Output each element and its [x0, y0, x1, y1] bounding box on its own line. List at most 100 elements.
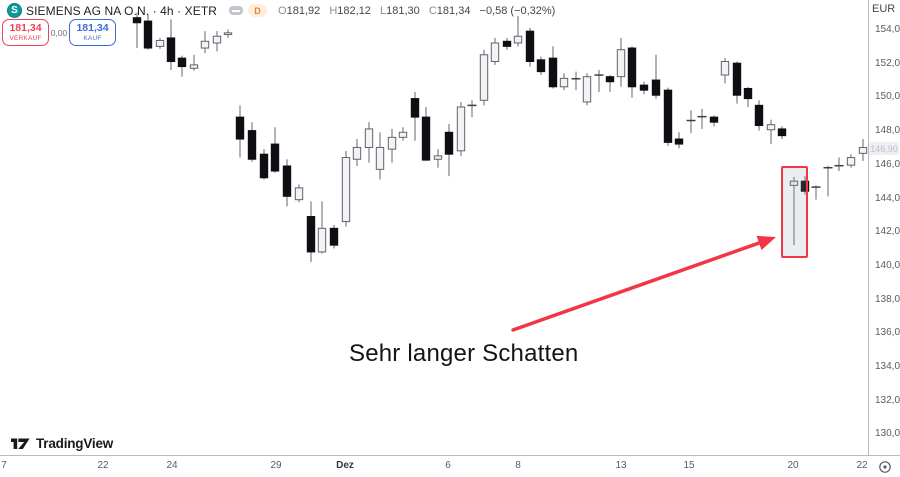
interval-badge[interactable]: D [248, 4, 268, 17]
buy-price: 181,34 [76, 22, 109, 34]
candle-doji [467, 104, 477, 107]
currency-selector[interactable]: EUR ⌄ [872, 3, 900, 16]
candle-body [212, 35, 222, 44]
quote-buttons: 181,34 VERKAUF 0,00 181,34 KAUF [2, 19, 116, 46]
tradingview-logo[interactable]: TradingView [11, 436, 113, 451]
candle-body [294, 187, 304, 201]
time-axis[interactable]: 7 22 24 29 Dez 6 8 13 15 20 22 [0, 455, 900, 477]
candle-doji [834, 164, 844, 167]
sell-button[interactable]: 181,34 VERKAUF [2, 19, 49, 46]
candle-body [663, 89, 673, 143]
candle-body [132, 17, 142, 24]
spread-value: 0,00 [50, 27, 68, 38]
candle-body [444, 131, 454, 155]
candle-body [709, 116, 719, 123]
sell-price: 181,34 [9, 22, 42, 34]
price-tick-label: 140,00 [875, 259, 900, 271]
price-tick-label: 152,00 [875, 57, 900, 69]
candle-body [398, 131, 408, 138]
candle-body [789, 180, 799, 186]
candle-body [247, 130, 257, 160]
candle-body [270, 143, 280, 172]
price-tick-label: 134,00 [875, 361, 900, 372]
symbol-title[interactable]: SIEMENS AG NA O.N. · 4h · XETR [26, 3, 218, 18]
candle-doji [811, 186, 821, 188]
candle-body [846, 157, 856, 166]
highlight-box [781, 166, 808, 258]
candle-doji [697, 115, 707, 118]
time-tick-label: 6 [445, 460, 451, 471]
price-tick-label: 142,00 [875, 226, 900, 238]
price-tick-label: 150,00 [875, 91, 900, 103]
buy-button[interactable]: 181,34 KAUF [69, 19, 116, 46]
candle-body [352, 146, 362, 160]
price-axis[interactable]: 154,00 152,00 150,00 148,00 146,00 144,00 142,… [868, 0, 900, 455]
candle-body [616, 49, 626, 78]
change-value: −0,58 (−0,32%) [479, 4, 556, 17]
candle-body [166, 37, 176, 63]
price-tick-label: 146,00 [875, 158, 900, 170]
low-label: L [380, 4, 387, 17]
open-value: 181,92 [286, 4, 321, 17]
low-value: 181,30 [386, 4, 420, 17]
candle-body [548, 57, 558, 88]
tradingview-logo-text: TradingView [36, 436, 114, 451]
candle-body [651, 79, 661, 96]
candle-body [200, 40, 210, 49]
candle-body [627, 47, 637, 88]
price-tick-label: 132,00 [875, 394, 900, 406]
candle-body [306, 216, 316, 253]
candle-doji [823, 166, 833, 169]
high-value: 182,12 [337, 4, 371, 17]
candle-body [674, 138, 684, 145]
sell-label: VERKAUF [9, 34, 42, 42]
candle-doji [571, 78, 581, 80]
annotation-arrow-line [511, 239, 767, 332]
annotation-text: Sehr langer Schatten [349, 340, 579, 367]
price-tick-label: 136,00 [875, 327, 900, 339]
candle-body [387, 136, 397, 150]
close-value: 181,34 [436, 4, 471, 17]
candle-body [743, 87, 753, 100]
candle-body [341, 157, 351, 223]
candle-body [433, 155, 443, 160]
candle-body [766, 124, 776, 131]
close-label: C [428, 4, 437, 17]
buy-label: KAUF [83, 34, 102, 42]
candle-body [410, 98, 420, 118]
candle-body [155, 39, 165, 47]
collapse-dash-icon[interactable] [229, 6, 244, 15]
candle-body [456, 106, 466, 152]
candle-body [259, 153, 269, 179]
time-tick-label: 29 [270, 460, 282, 471]
candle-doji [686, 119, 696, 122]
candle-body [732, 62, 742, 96]
tradingview-mark-icon [11, 438, 30, 449]
price-tick-label: 138,00 [875, 293, 900, 305]
time-tick-label: 22 [856, 460, 868, 471]
candle-body [513, 35, 523, 44]
time-tick-label: Dez [336, 460, 354, 471]
candle-body [605, 76, 615, 83]
candle-body [375, 146, 385, 170]
candle-body [329, 227, 339, 246]
candle-doji [594, 74, 604, 76]
price-tick-label: 130,00 [875, 428, 900, 440]
candle-body [559, 77, 569, 88]
candle-body [282, 165, 292, 197]
candle-body [189, 64, 199, 69]
candle-body [177, 57, 187, 68]
candle-body [858, 146, 868, 154]
candle-body [421, 116, 431, 161]
current-price-tag: 146,90 [869, 142, 899, 155]
candle-body [536, 59, 546, 73]
candle-body [502, 40, 512, 47]
symbol-header: S SIEMENS AG NA O.N. · 4h · XETR D O181,… [7, 3, 555, 18]
price-tick-label: 154,00 [875, 24, 900, 35]
time-tick-label: 24 [166, 460, 178, 471]
scale-reset-icon[interactable] [877, 459, 893, 477]
price-tick-label: 148,00 [875, 125, 900, 137]
time-tick-label: 20 [787, 460, 799, 471]
